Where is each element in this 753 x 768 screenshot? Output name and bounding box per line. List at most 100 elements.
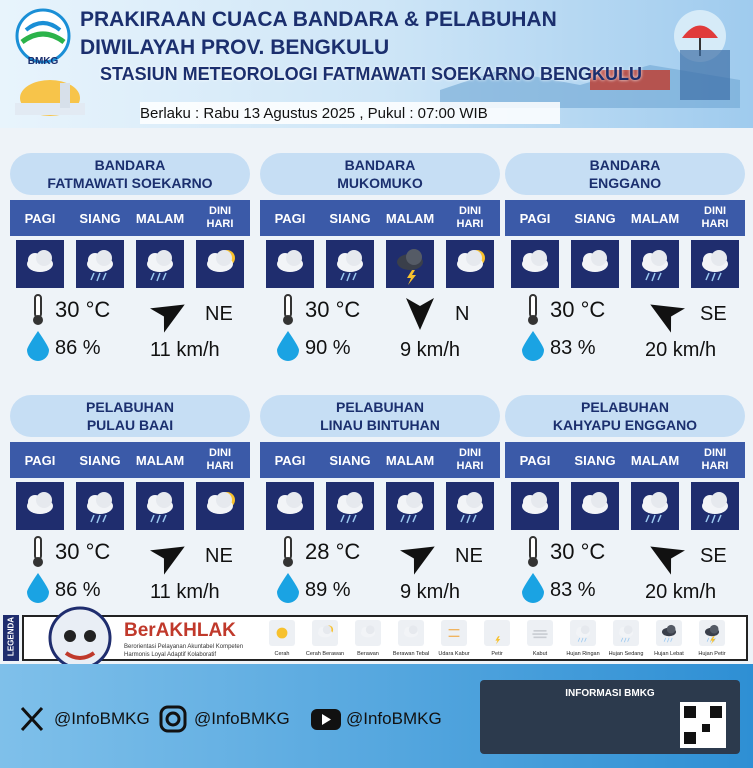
period-label: PAGI (24, 210, 56, 226)
social-handle: @InfoBMKG (54, 709, 150, 728)
period-label: SIANG (329, 210, 371, 226)
humidity-icon (277, 573, 299, 603)
wind-direction: NE (455, 545, 483, 567)
bmkg-logo (15, 8, 71, 64)
location-name: KAHYAPU ENGGANO (552, 417, 698, 433)
period-label: DINI HARI (701, 205, 729, 230)
period-bar: PAGI SIANG MALAM DINI HARI (260, 442, 500, 478)
period-label: SIANG (574, 210, 616, 226)
social-icon (159, 705, 187, 733)
wind-arrow (406, 298, 434, 330)
period-label: DINI HARI (206, 205, 234, 230)
period-bar: PAGI SIANG MALAM DINI HARI (10, 200, 250, 236)
period-label: DINI HARI (206, 447, 234, 472)
period-label: SIANG (329, 452, 371, 468)
wind-direction: NE (205, 303, 233, 325)
legend-label: Hujan Petir (698, 651, 726, 657)
weather-icon (136, 482, 184, 530)
weather-icon (631, 482, 679, 530)
weather-icon (16, 240, 64, 288)
location-name: PULAU BAAI (86, 417, 174, 433)
card-title: PELABUHAN KAHYAPU ENGGANO (505, 395, 745, 437)
thermometer-icon (283, 294, 293, 325)
wind-arrow (150, 546, 185, 575)
location-name: ENGGANO (588, 175, 662, 191)
location-name: LINAU BINTUHAN (320, 417, 440, 433)
legend-icon (699, 620, 725, 646)
wind-arrow (400, 546, 435, 575)
weather-icon (16, 482, 64, 530)
period-label: DINI HARI (456, 447, 484, 472)
location-type: BANDARA (94, 157, 166, 173)
wind-arrow (150, 304, 185, 333)
period-label: PAGI (519, 452, 551, 468)
validity: Berlaku : Rabu 13 Agustus 2025 , Pukul :… (140, 102, 560, 124)
legend-label: Hujan Sedang (608, 651, 644, 657)
social-icon (311, 709, 341, 730)
legend-label: Hujan Lebat (654, 651, 684, 657)
wind-speed: 11 km/h (150, 339, 220, 361)
wind-direction: NE (205, 545, 233, 567)
wind-arrow (650, 304, 685, 333)
legend-icon (656, 620, 682, 646)
legend-tag: LEGENDA (3, 615, 19, 661)
weather-icon (266, 482, 314, 530)
qr-code (680, 702, 726, 748)
card-title: BANDARA FATMAWATI SOEKARNO (10, 153, 250, 195)
period-bar: PAGI SIANG MALAM DINI HARI (505, 442, 745, 478)
humidity-icon (522, 573, 544, 603)
thermometer-icon (33, 536, 43, 567)
legend-icon (484, 620, 510, 646)
wind-direction: SE (700, 303, 727, 325)
humidity: 89 % (305, 579, 351, 601)
wind-speed: 9 km/h (400, 339, 461, 361)
weather-icon (446, 482, 494, 530)
period-label: PAGI (274, 452, 306, 468)
period-label: MALAM (135, 452, 185, 468)
temperature: 30 °C (550, 297, 606, 322)
weather-icon (196, 240, 244, 288)
legend-label: Berawan Tebal (392, 651, 430, 657)
humidity-icon (27, 573, 49, 603)
period-bar: PAGI SIANG MALAM DINI HARI (10, 442, 250, 478)
port-art (440, 50, 740, 108)
card-title: BANDARA MUKOMUKO (260, 153, 500, 195)
info-box: INFORMASI BMKG (480, 680, 740, 754)
weather-icon (511, 482, 559, 530)
weather-icon (266, 240, 314, 288)
card-title: BANDARA ENGGANO (505, 153, 745, 195)
period-label: DINI HARI (456, 205, 484, 230)
card-title: PELABUHAN PULAU BAAI (10, 395, 250, 437)
thermometer-icon (283, 536, 293, 567)
wind-speed: 20 km/h (645, 339, 717, 361)
temperature: 30 °C (55, 539, 111, 564)
location-name: FATMAWATI SOEKARNO (47, 175, 213, 191)
period-label: SIANG (79, 210, 121, 226)
weather-icon (571, 240, 619, 288)
location-type: PELABUHAN (336, 399, 424, 415)
weather-icon (76, 482, 124, 530)
weather-icon (136, 240, 184, 288)
location-type: BANDARA (589, 157, 661, 173)
station: STASIUN METEOROLOGI FATMAWATI SOEKARNO B… (100, 64, 642, 84)
logo-text: BMKG (27, 56, 59, 67)
period-label: SIANG (574, 452, 616, 468)
title-line-2: DIWILAYAH PROV. BENGKULU (80, 36, 390, 59)
weather-icon (571, 482, 619, 530)
humidity: 86 % (55, 337, 101, 359)
weather-icon (691, 240, 739, 288)
location-name: MUKOMUKO (337, 175, 423, 191)
wind-speed: 11 km/h (150, 581, 220, 603)
legend-title: LEGENDA (6, 616, 16, 657)
weather-icon (196, 482, 244, 530)
thermometer-icon (528, 536, 538, 567)
social-handle: @InfoBMKG (346, 709, 442, 728)
weather-icon (76, 240, 124, 288)
humidity-icon (522, 331, 544, 361)
tagline: Berorientasi Pelayanan Akuntabel Kompete… (124, 644, 244, 658)
social-icon (20, 706, 44, 732)
wind-speed: 20 km/h (645, 581, 717, 603)
legend-icon (570, 620, 596, 646)
period-bar: PAGI SIANG MALAM DINI HARI (260, 200, 500, 236)
